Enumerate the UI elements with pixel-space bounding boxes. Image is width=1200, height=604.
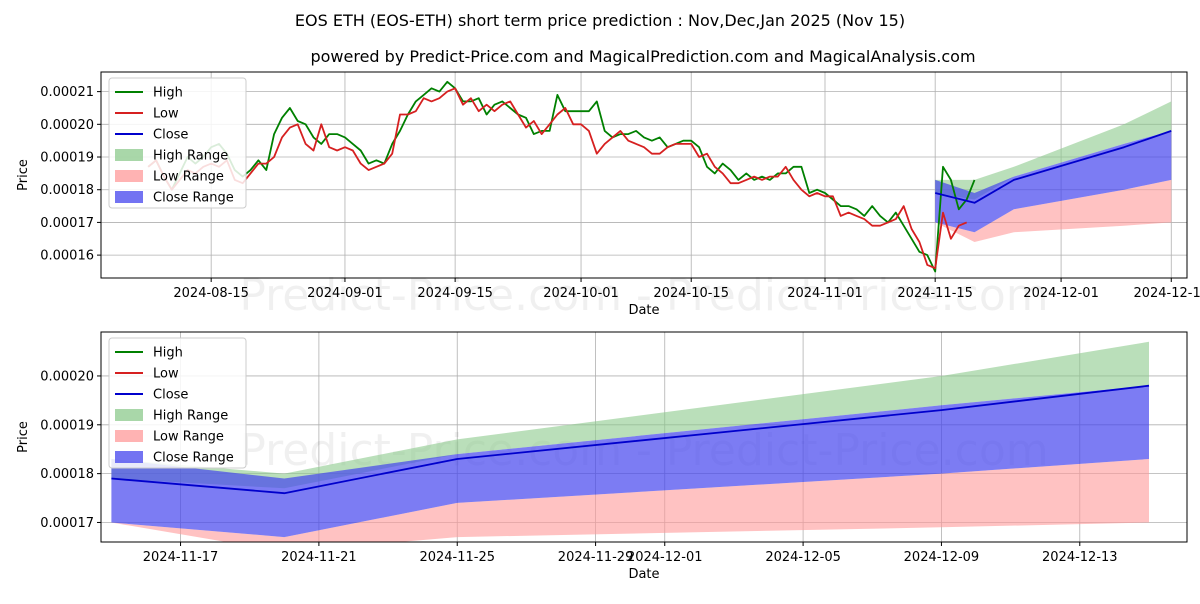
x-tick-label: 2024-12-05 (765, 550, 841, 565)
legend: High Low Close High Range Low Range Close Ran… (108, 337, 247, 469)
x-tick-label: 2024-12-01 (627, 550, 703, 565)
legend-close-label: Close (153, 128, 188, 143)
chart-title: EOS ETH (EOS-ETH) short term price predi… (295, 11, 905, 30)
y-axis-label: Price (16, 421, 31, 453)
low-line (147, 87, 968, 270)
legend-high-range-label: High Range (153, 409, 228, 424)
close-range-band (111, 385, 1149, 538)
x-axis-label: Date (628, 303, 659, 318)
legend-low-range-label: Low Range (153, 170, 224, 185)
y-tick-label: 0.00018 (40, 467, 94, 482)
legend-high-range-swatch (115, 409, 143, 421)
close-range-band (935, 130, 1172, 233)
x-tick-label: 2024-11-17 (143, 550, 219, 565)
close-line (934, 130, 1172, 204)
low-range-band (111, 459, 1149, 542)
x-tick-label: 2024-12-15 (1133, 286, 1200, 301)
y-axis-label: Price (16, 159, 31, 191)
legend-low-range-swatch (115, 170, 143, 182)
close-line (111, 384, 1150, 495)
plot-area (147, 80, 1172, 273)
y-tick-label: 0.00020 (40, 118, 94, 133)
legend-high-label: High (153, 86, 183, 101)
legend-low-label: Low (153, 367, 179, 382)
chart-subtitle: powered by Predict-Price.com and Magical… (310, 47, 975, 66)
x-tick-label: 2024-10-01 (543, 286, 619, 301)
plot-area (111, 341, 1150, 542)
legend-close-range-label: Close Range (153, 191, 234, 206)
y-tick-label: 0.00019 (40, 418, 94, 433)
x-tick-label: 2024-12-01 (1023, 286, 1099, 301)
high-line (147, 80, 976, 273)
legend-box (108, 77, 247, 209)
panel-main: Predict-Price.com - Predict-Price.com202… (16, 71, 1200, 321)
axes-frame (100, 331, 1188, 543)
x-tick-label: 2024-11-25 (419, 550, 495, 565)
y-tick-label: 0.00017 (40, 216, 94, 231)
low-range-band (935, 179, 1172, 242)
x-tick-label: 2024-10-15 (653, 286, 729, 301)
x-tick-label: 2024-12-13 (1042, 550, 1118, 565)
x-axis-label: Date (628, 567, 659, 582)
x-tick-label: 2024-08-15 (173, 286, 249, 301)
grid (101, 72, 1187, 278)
x-tick-label: 2024-11-29 (558, 550, 634, 565)
x-tick-label: 2024-12-09 (904, 550, 980, 565)
legend-close-range-swatch (115, 451, 143, 463)
panel-forecast-zoom: Predict-Price.com - Predict-Price.com202… (16, 331, 1188, 582)
legend-low-range-swatch (115, 430, 143, 442)
y-tick-label: 0.00018 (40, 183, 94, 198)
y-tick-label: 0.00019 (40, 151, 94, 166)
legend-low-label: Low (153, 107, 179, 122)
y-tick-label: 0.00017 (40, 516, 94, 531)
legend: High Low Close High Range Low Range Close Ran… (108, 77, 247, 209)
x-tick-label: 2024-09-15 (417, 286, 493, 301)
y-tick-label: 0.00020 (40, 369, 94, 384)
legend-close-range-swatch (115, 191, 143, 203)
y-tick-label: 0.00016 (40, 249, 94, 264)
x-tick-label: 2024-11-01 (787, 286, 863, 301)
x-tick-label: 2024-11-15 (897, 286, 973, 301)
axes-frame (100, 71, 1188, 279)
x-tick-label: 2024-09-01 (307, 286, 383, 301)
legend-high-range-swatch (115, 149, 143, 161)
x-tick-label: 2024-11-21 (281, 550, 357, 565)
high-range-band (935, 101, 1172, 200)
legend-high-range-label: High Range (153, 149, 228, 164)
legend-close-label: Close (153, 388, 188, 403)
legend-close-range-label: Close Range (153, 451, 234, 466)
legend-high-label: High (153, 346, 183, 361)
y-tick-label: 0.00021 (40, 85, 94, 100)
legend-low-range-label: Low Range (153, 430, 224, 445)
legend-box (108, 337, 247, 469)
